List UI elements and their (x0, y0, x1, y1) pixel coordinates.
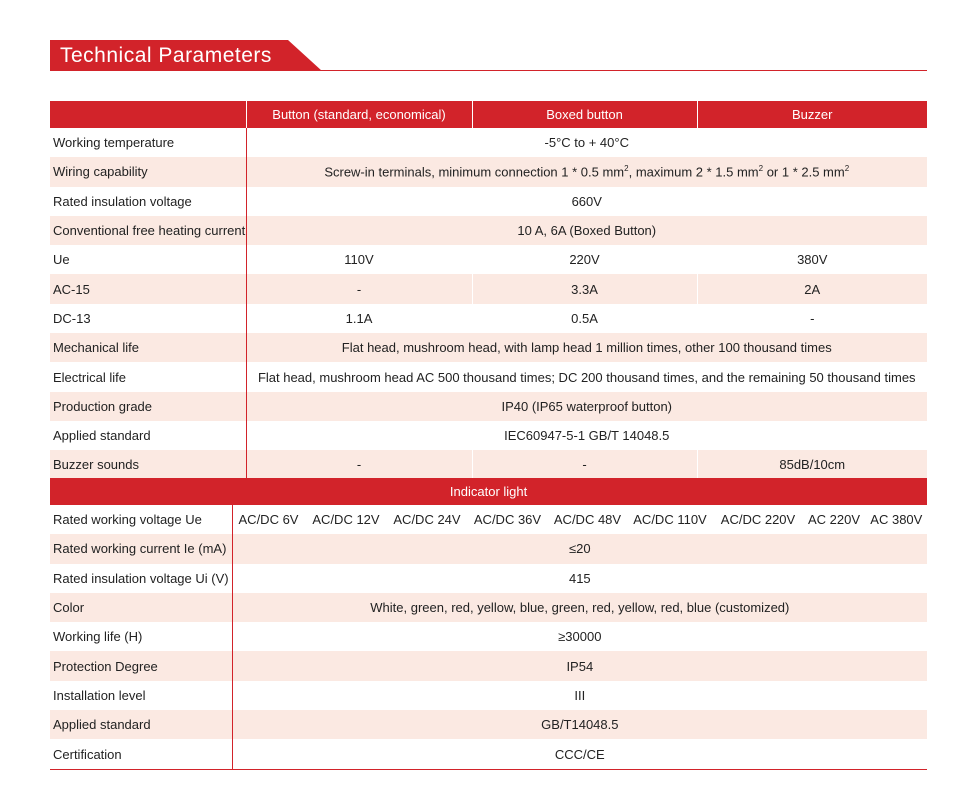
cell-value: CCC/CE (231, 739, 928, 770)
cell-value: 1.1A (245, 303, 472, 334)
row-label: Wiring capability (50, 157, 247, 187)
cell-value: - (696, 303, 927, 334)
table-row: Conventional free heating current 10 A, 6… (50, 215, 927, 246)
voltage-value: AC/DC 6V (231, 505, 305, 535)
cell-value: White, green, red, yellow, blue, green, … (231, 592, 928, 623)
voltage-value: AC/DC 220V (712, 505, 803, 535)
title-divider (50, 70, 927, 71)
row-label: Color (50, 592, 233, 623)
cell-value: 660V (245, 186, 927, 216)
voltage-value: AC/DC 110V (626, 505, 713, 535)
row-label: Applied standard (50, 420, 247, 451)
row-label: Working temperature (50, 128, 247, 158)
table-header-row: Button (standard, economical) Boxed butt… (50, 101, 927, 128)
cell-value: IP40 (IP65 waterproof button) (245, 391, 927, 421)
cell-value: GB/T14048.5 (231, 710, 928, 740)
row-label: Certification (50, 739, 233, 770)
row-label: Protection Degree (50, 651, 233, 681)
row-label: DC-13 (50, 303, 247, 334)
table-row-voltage: Rated working voltage Ue AC/DC 6V AC/DC 12… (50, 505, 928, 535)
cell-value: IEC60947-5-1 GB/T 14048.5 (245, 420, 927, 451)
cell-value: 10 A, 6A (Boxed Button) (245, 215, 927, 246)
indicator-header-row: Indicator light (50, 478, 928, 505)
cell-value: 110V (245, 245, 472, 275)
table-row: Production grade IP40 (IP65 waterproof bu… (50, 391, 927, 421)
voltage-value: AC/DC 36V (466, 505, 548, 535)
row-label: Buzzer sounds (50, 450, 247, 480)
header-boxed-button: Boxed button (471, 101, 697, 128)
section-title: Technical Parameters (60, 44, 272, 67)
table-row: Working life (H) ≥30000 (50, 622, 928, 652)
table-row: Color White, green, red, yellow, blue, gr… (50, 592, 928, 623)
table-row: DC-13 1.1A 0.5A - (50, 303, 927, 334)
superscript: 2 (624, 164, 629, 174)
text-part: or 1 * 2.5 mm (763, 164, 845, 180)
row-label: AC-15 (50, 274, 247, 304)
cell-value: - (245, 450, 472, 480)
button-parameters-table: Button (standard, economical) Boxed butt… (50, 101, 927, 480)
text-part: , maximum 2 * 1.5 mm (628, 164, 759, 180)
cell-value: - (245, 274, 472, 304)
table-row: Buzzer sounds - -85dB/10cm (50, 450, 927, 480)
cell-value: 85dB/10cm (696, 450, 927, 480)
text-part: Screw-in terminals, minimum connection 1… (324, 164, 625, 180)
row-label: Rated working current Ie (mA) (50, 534, 233, 564)
row-label: Ue (50, 245, 247, 275)
row-label: Production grade (50, 391, 247, 421)
voltage-value: AC/DC 12V (304, 505, 387, 535)
row-label: Rated insulation voltage Ui (V) (50, 563, 233, 593)
indicator-header: Indicator light (50, 478, 928, 505)
indicator-light-table: Indicator light Rated working voltage Ue… (50, 478, 928, 770)
header-label-column (50, 101, 246, 128)
row-label: Rated working voltage Ue (50, 505, 233, 535)
superscript: 2 (844, 164, 850, 174)
cell-value: 3.3A (471, 274, 697, 304)
table-row: Electrical life Flat head, mushroom head … (50, 362, 927, 392)
table-row: Rated insulation voltage 660V (50, 186, 927, 216)
row-label: Mechanical life (50, 333, 247, 363)
cell-value: IP54 (231, 651, 928, 681)
cell-value: III (231, 680, 928, 711)
voltage-value: AC 380V (864, 505, 928, 535)
cell-value: ≥30000 (231, 622, 928, 652)
table-row: AC-15-3.3A 2A (50, 274, 927, 304)
voltage-value: AC 220V (802, 505, 865, 535)
superscript: 2 (758, 164, 764, 174)
cell-value: 220V (471, 245, 697, 275)
table-row: Mechanical life Flat head, mushroom head,… (50, 333, 927, 363)
cell-value: Screw-in terminals, minimum connection 1… (245, 157, 927, 187)
cell-value: 415 (231, 563, 928, 593)
cell-value: 0.5A (471, 303, 697, 334)
table-row: Ue 110V 220V 380V (50, 245, 927, 275)
table-row: Applied standard GB/T14048.5 (50, 710, 928, 740)
header-buzzer: Buzzer (696, 101, 927, 128)
table-row: Working temperature -5°C to + 40°C (50, 128, 927, 158)
row-label: Applied standard (50, 710, 233, 740)
row-label: Conventional free heating current (50, 215, 247, 246)
table-row: Applied standard IEC60947-5-1 GB/T 14048.… (50, 420, 927, 451)
cell-value: -5°C to + 40°C (245, 128, 927, 158)
table-row: Rated working current Ie (mA) ≤20 (50, 534, 928, 564)
table-row: Wiring capability Screw-in terminals, min… (50, 157, 927, 187)
cell-value: 380V (696, 245, 927, 275)
table-row: Installation level III (50, 680, 928, 711)
cell-value: Flat head, mushroom head, with lamp head… (245, 333, 927, 363)
voltage-value: AC/DC 48V (547, 505, 627, 535)
row-label: Electrical life (50, 362, 247, 392)
cell-value: - (471, 450, 697, 480)
cell-value: Flat head, mushroom head AC 500 thousand… (245, 362, 927, 392)
row-label: Working life (H) (50, 622, 233, 652)
voltage-value: AC/DC 24V (386, 505, 467, 535)
table-row: Rated insulation voltage Ui (V) 415 (50, 563, 928, 593)
cell-value: ≤20 (231, 534, 928, 564)
header-button: Button (standard, economical) (245, 101, 472, 128)
table-row: Protection Degree IP54 (50, 651, 928, 681)
row-label: Installation level (50, 680, 233, 711)
cell-value: 2A (696, 274, 927, 304)
row-label: Rated insulation voltage (50, 186, 247, 216)
table-row: Certification CCC/CE (50, 739, 928, 770)
section-title-banner: Technical Parameters (50, 40, 322, 71)
